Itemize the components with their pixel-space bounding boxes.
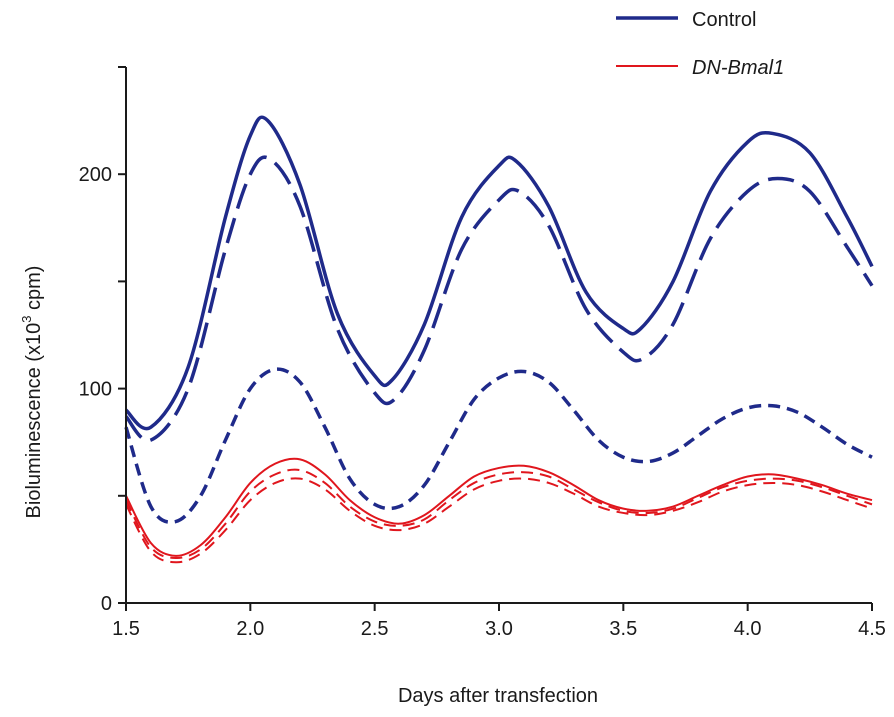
x-tick-label: 4.5 <box>858 618 886 640</box>
legend-label-dn-bmal1: DN-Bmal1 <box>692 57 784 79</box>
y-axis-title-tail: cpm) <box>23 266 45 316</box>
series-line-dn-bmal1-6 <box>125 477 873 564</box>
series-line-control-2 <box>124 155 874 443</box>
legend: Control DN-Bmal1 <box>616 9 784 79</box>
x-tick-label: 3.0 <box>485 618 513 640</box>
x-axis-title: Days after transfection <box>398 685 598 707</box>
x-tick-label: 2.5 <box>361 618 389 640</box>
plot-area <box>124 115 874 564</box>
x-ticks: 1.5 2.0 2.5 3.0 3.5 4.0 4.5 <box>112 603 886 640</box>
x-tick-label: 1.5 <box>112 618 140 640</box>
legend-label-control: Control <box>692 9 756 31</box>
y-axis-title-main: Bioluminescence (x10 <box>23 323 45 519</box>
axes <box>125 67 872 604</box>
x-tick-label: 2.0 <box>236 618 264 640</box>
y-tick-label: 0 <box>101 593 112 615</box>
x-tick-label: 3.5 <box>609 618 637 640</box>
y-axis-title-superscript: 3 <box>19 316 34 323</box>
x-tick-label: 4.0 <box>734 618 762 640</box>
y-tick-label: 200 <box>79 164 112 186</box>
y-tick-label: 100 <box>79 379 112 401</box>
y-ticks: 0 100 200 <box>79 66 126 615</box>
y-axis-title: Bioluminescence (x103 cpm) <box>19 266 45 519</box>
series-line-control-1 <box>124 115 874 431</box>
series-line-dn-bmal1-4 <box>125 457 873 557</box>
series-line-control-3 <box>124 367 873 524</box>
